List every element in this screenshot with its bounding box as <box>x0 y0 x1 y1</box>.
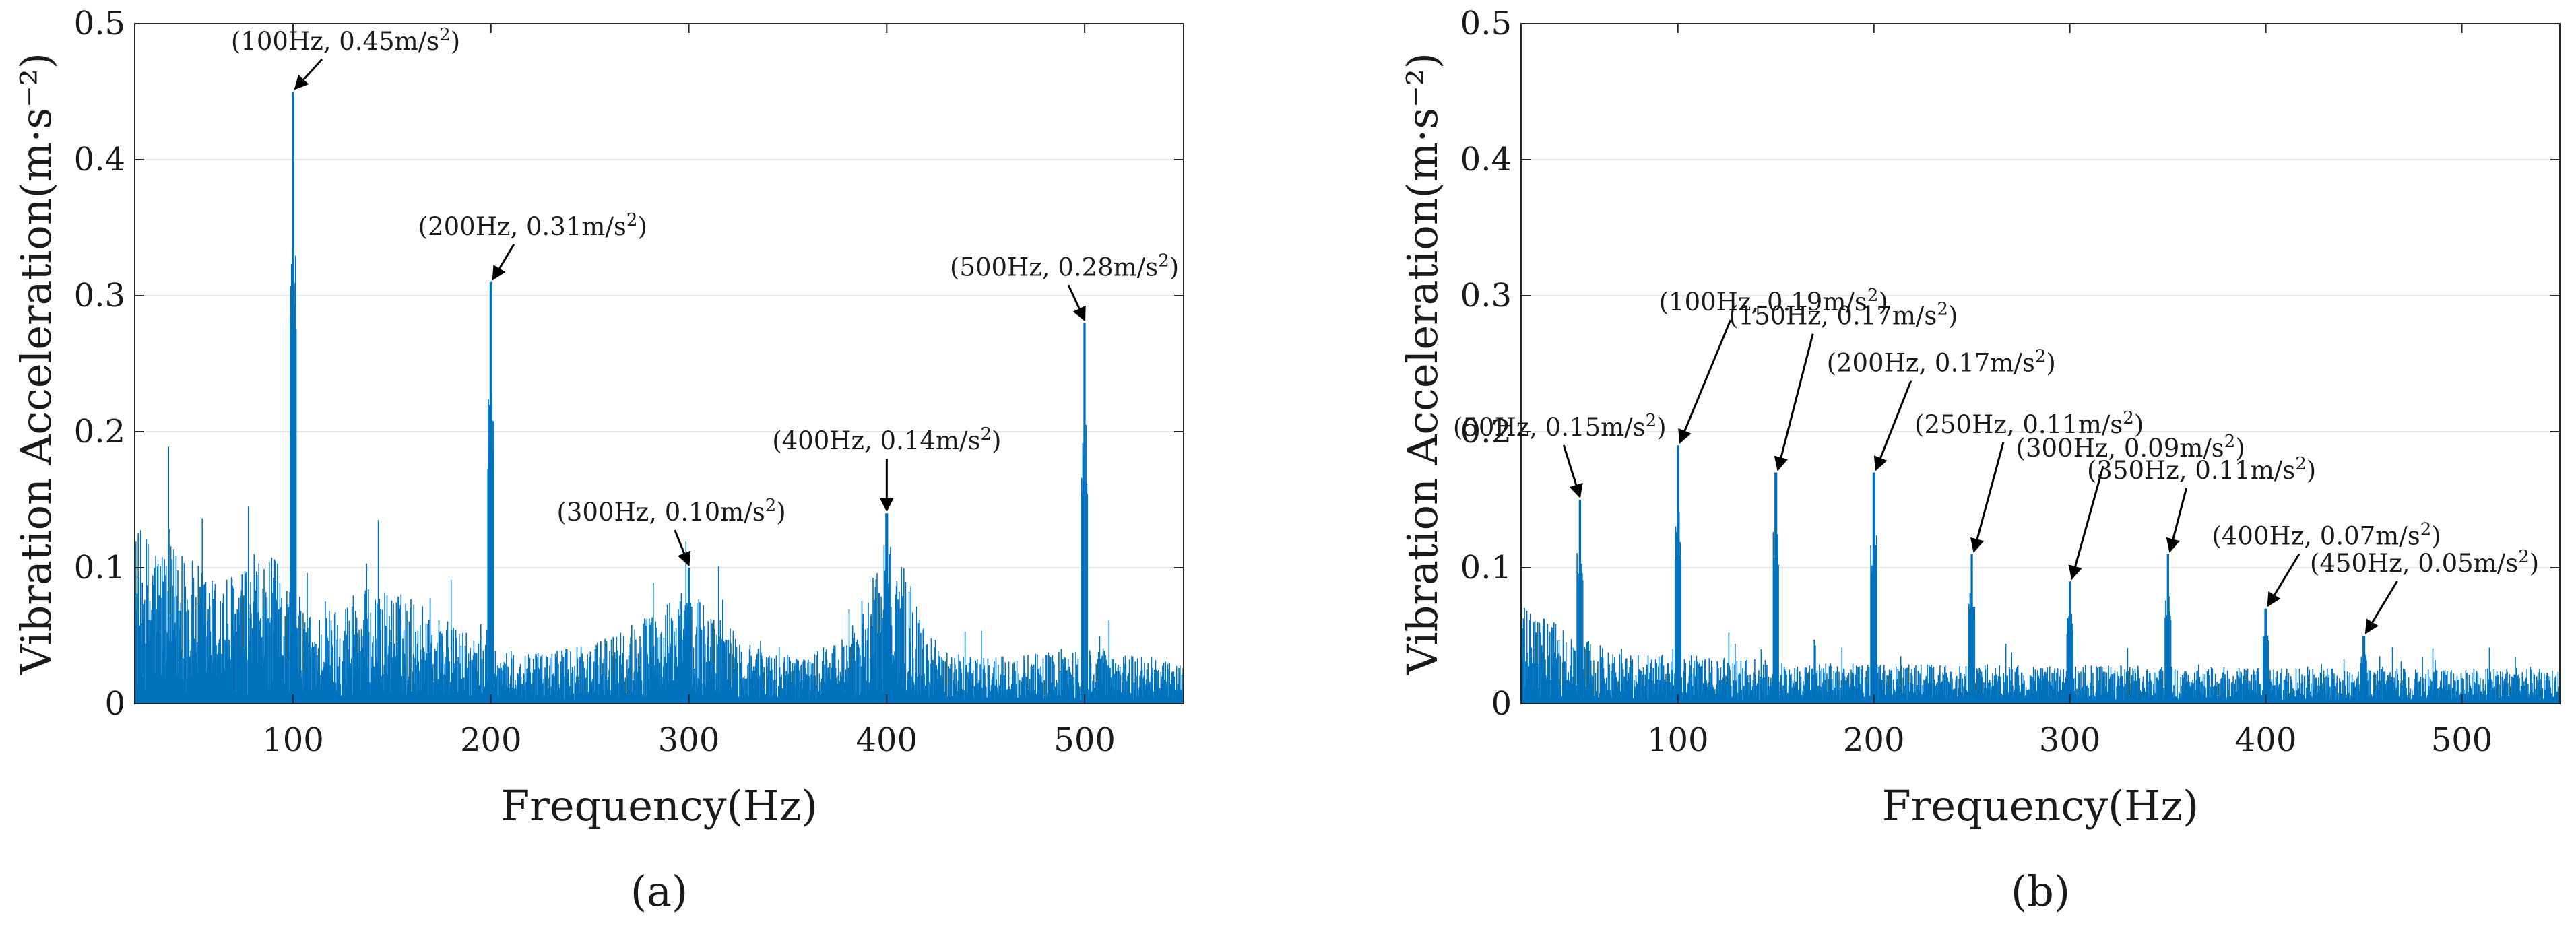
annotation-arrow <box>2364 581 2398 634</box>
peak-annotation: (100Hz, 0.45m/s2) <box>231 25 460 56</box>
annotation-arrow <box>2267 553 2300 607</box>
x-tick-label: 100 <box>262 721 324 759</box>
peak-annotation: (100Hz, 0.19m/s2) <box>1659 286 1888 317</box>
y-tick-label: 0.3 <box>1460 277 1512 314</box>
peak-annotation: (200Hz, 0.17m/s2) <box>1827 347 2056 378</box>
annotation-arrow <box>1562 444 1583 499</box>
x-tick-label: 500 <box>2431 721 2493 759</box>
panel-label: (b) <box>2011 867 2070 916</box>
peak-annotation: (300Hz, 0.10m/s2) <box>556 496 785 527</box>
peak-annotation: (350Hz, 0.11m/s2) <box>2087 454 2316 485</box>
peak-annotation: (200Hz, 0.31m/s2) <box>418 210 647 241</box>
annotation-arrow <box>2166 488 2188 553</box>
y-tick-label: 0 <box>104 685 125 723</box>
x-tick-label: 300 <box>2039 721 2101 759</box>
peak-annotation: (500Hz, 0.28m/s2) <box>950 251 1179 281</box>
x-tick-label: 400 <box>856 721 918 759</box>
x-tick-label: 100 <box>1647 721 1709 759</box>
panel-a: 0 0.1 0.2 0.3 0.4 0.5 100 200 300 400 500 Frequency… <box>11 5 1184 916</box>
plot-frame <box>1520 23 2561 704</box>
peak-annotation: (400Hz, 0.07m/s2) <box>2212 520 2441 551</box>
x-tick-label: 200 <box>460 721 522 759</box>
x-axis-label: Frequency(Hz) <box>501 781 817 830</box>
annotation-arrow <box>2068 465 2104 581</box>
y-tick-label: 0.2 <box>74 413 125 451</box>
y-tick-label: 0.4 <box>74 141 125 178</box>
y-axis-label: Vibration Acceleration(m·s⁻²) <box>1398 53 1447 675</box>
peak-annotation: (150Hz, 0.17m/s2) <box>1729 300 1958 331</box>
annotation-arrow <box>1067 284 1086 322</box>
peak-annotation: (400Hz, 0.14m/s2) <box>772 424 1001 455</box>
panel-label: (a) <box>631 867 688 916</box>
annotation-arrow <box>674 529 691 566</box>
y-tick-label: 0.5 <box>1460 5 1512 42</box>
y-tick-label: 0 <box>1491 685 1512 723</box>
y-tick-label: 0.4 <box>1460 141 1512 178</box>
panel-b: 0 0.1 0.2 0.3 0.4 0.5 100 200 300 400 500 Frequency… <box>1398 5 2561 916</box>
x-tick-label: 400 <box>2235 721 2297 759</box>
peak-annotation: (300Hz, 0.09m/s2) <box>2016 432 2245 463</box>
annotation-arrow <box>1970 442 2005 553</box>
annotation-arrow <box>294 58 323 90</box>
spectrum-trace <box>134 92 1184 704</box>
x-axis-label: Frequency(Hz) <box>1882 781 2199 830</box>
peak-annotation: (450Hz, 0.05m/s2) <box>2310 547 2539 578</box>
annotation-arrow <box>492 244 515 281</box>
y-tick-label: 0.1 <box>74 549 125 587</box>
x-tick-label: 500 <box>1054 721 1116 759</box>
y-tick-label: 0.3 <box>74 277 125 314</box>
annotation-arrow <box>1678 319 1732 444</box>
y-axis-label: Vibration Acceleration(m·s⁻²) <box>11 53 61 675</box>
annotation-arrow <box>1774 333 1814 471</box>
x-tick-label: 300 <box>658 721 720 759</box>
y-tick-label: 0.1 <box>1460 549 1512 587</box>
annotation-arrow <box>1873 380 1912 471</box>
x-tick-label: 200 <box>1843 721 1905 759</box>
y-tick-label: 0.2 <box>1460 413 1512 451</box>
peak-annotation: (250Hz, 0.11m/s2) <box>1914 408 2144 439</box>
peak-annotation: (50Hz, 0.15m/s2) <box>1453 411 1667 442</box>
plot-frame <box>134 23 1184 704</box>
y-tick-label: 0.5 <box>74 5 125 42</box>
